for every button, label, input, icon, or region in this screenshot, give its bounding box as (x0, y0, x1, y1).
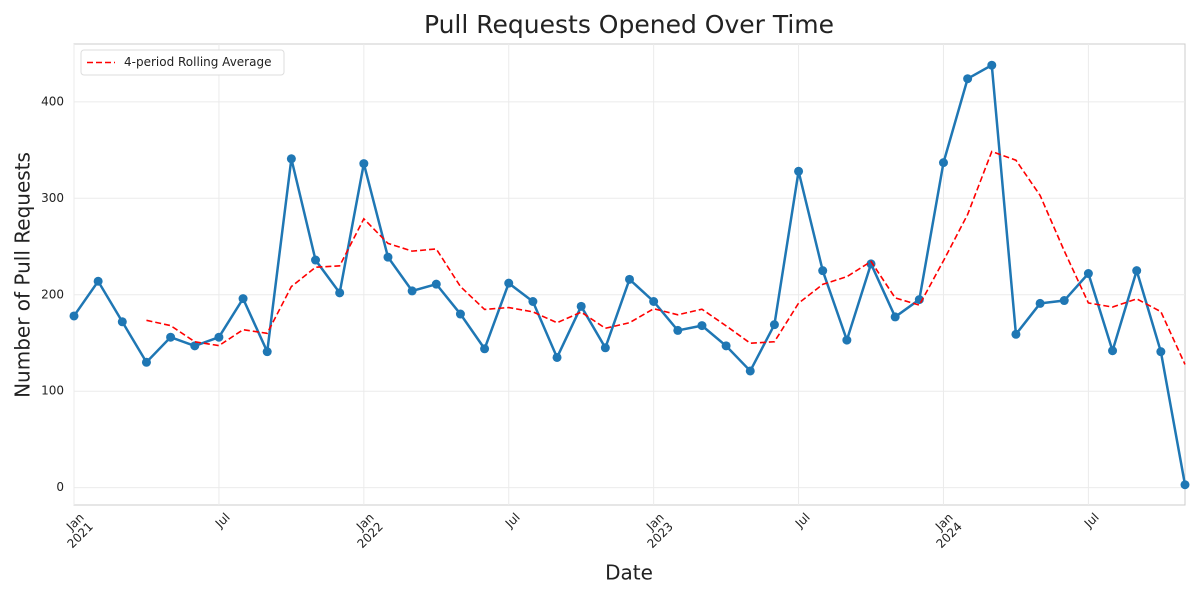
data-point (1083, 269, 1093, 279)
legend-box (80, 49, 285, 76)
data-point (1156, 347, 1166, 357)
data-point (431, 279, 441, 289)
data-point (745, 366, 755, 376)
chart-title: Pull Requests Opened Over Time (424, 10, 834, 39)
data-point (721, 341, 731, 351)
data-point (1132, 266, 1142, 276)
y-tick-label: 0 (56, 480, 64, 494)
data-point (141, 357, 151, 367)
data-point (1059, 296, 1069, 306)
data-point (625, 274, 634, 284)
data-point (383, 252, 393, 262)
data-point (938, 158, 948, 168)
data-point (117, 317, 127, 327)
data-point (262, 347, 272, 357)
data-point (166, 332, 176, 342)
data-point (794, 166, 804, 176)
y-tick-label: 400 (41, 94, 64, 108)
data-point (407, 286, 417, 296)
y-tick-label: 100 (41, 384, 64, 398)
data-point (214, 332, 224, 342)
data-point (818, 266, 828, 276)
data-point (769, 320, 779, 330)
data-point (286, 154, 296, 164)
data-point (1035, 298, 1045, 308)
data-point (311, 255, 321, 265)
data-point (963, 74, 973, 84)
legend: 4-period Rolling Average (80, 49, 285, 76)
data-point (504, 278, 514, 288)
y-tick-label: 300 (41, 191, 64, 205)
data-point (359, 159, 369, 169)
data-point (455, 309, 465, 319)
data-point (190, 341, 200, 351)
plot-area (73, 43, 1186, 506)
data-point (69, 311, 79, 321)
data-point (238, 294, 248, 304)
data-point (987, 60, 997, 70)
data-point (1180, 480, 1190, 490)
data-point (335, 288, 345, 298)
data-point (576, 301, 586, 311)
legend-label: 4-period Rolling Average (124, 55, 271, 69)
data-point (649, 297, 659, 307)
data-point (673, 325, 683, 335)
data-point (842, 335, 852, 345)
data-point (890, 312, 900, 322)
data-point (1108, 346, 1118, 356)
y-axis-label: Number of Pull Requests (11, 152, 35, 398)
data-point (480, 344, 490, 354)
data-point (600, 343, 610, 353)
data-point (697, 321, 707, 331)
data-point (1011, 329, 1021, 339)
y-tick-label: 200 (41, 287, 64, 301)
data-point (552, 352, 562, 362)
data-point (528, 297, 538, 307)
series-line (146, 150, 1186, 365)
x-axis-label: Date (605, 561, 653, 585)
data-point (93, 276, 103, 286)
